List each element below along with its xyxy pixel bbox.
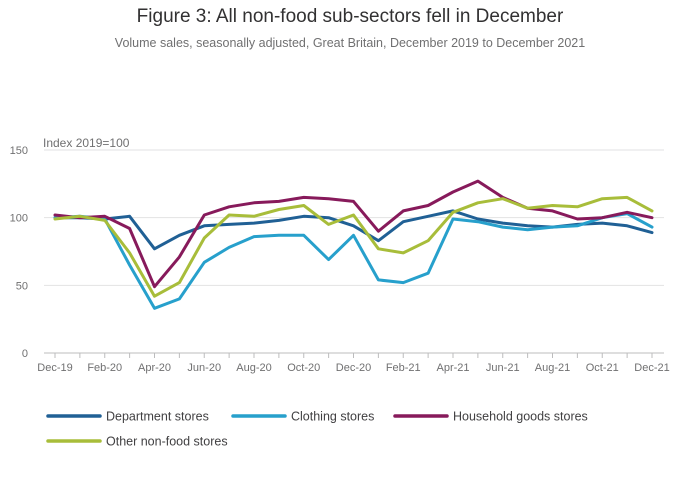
x-tick-label: Feb-20 xyxy=(87,362,122,374)
y-axis-label: Index 2019=100 xyxy=(43,136,130,150)
x-tick-label: Aug-20 xyxy=(236,362,271,374)
series-line xyxy=(53,212,654,310)
series-line xyxy=(53,195,654,298)
legend-label: Clothing stores xyxy=(291,410,374,424)
y-tick-label: 150 xyxy=(10,145,28,157)
x-tick-label: Jun-20 xyxy=(187,362,221,374)
legend-label: Household goods stores xyxy=(453,410,588,424)
series-line xyxy=(53,179,654,289)
chart-subtitle: Volume sales, seasonally adjusted, Great… xyxy=(114,36,586,50)
x-tick-label: Feb-21 xyxy=(386,362,421,374)
x-tick-label: Dec-19 xyxy=(37,362,72,374)
y-tick-label: 50 xyxy=(16,280,28,292)
y-tick-label: 0 xyxy=(22,348,28,360)
x-tick-label: Jun-21 xyxy=(486,362,520,374)
x-tick-label: Oct-20 xyxy=(287,362,320,374)
x-tick-label: Aug-21 xyxy=(535,362,570,374)
x-tick-label: Apr-20 xyxy=(138,362,171,374)
legend-label: Department stores xyxy=(106,410,209,424)
x-tick-label: Oct-21 xyxy=(586,362,619,374)
legend-label: Other non-food stores xyxy=(106,435,228,449)
x-tick-label: Dec-21 xyxy=(634,362,669,374)
x-tick-label: Dec-20 xyxy=(336,362,371,374)
y-tick-label: 100 xyxy=(10,213,28,225)
chart-title: Figure 3: All non-food sub-sectors fell … xyxy=(136,6,564,27)
x-tick-label: Apr-21 xyxy=(436,362,469,374)
